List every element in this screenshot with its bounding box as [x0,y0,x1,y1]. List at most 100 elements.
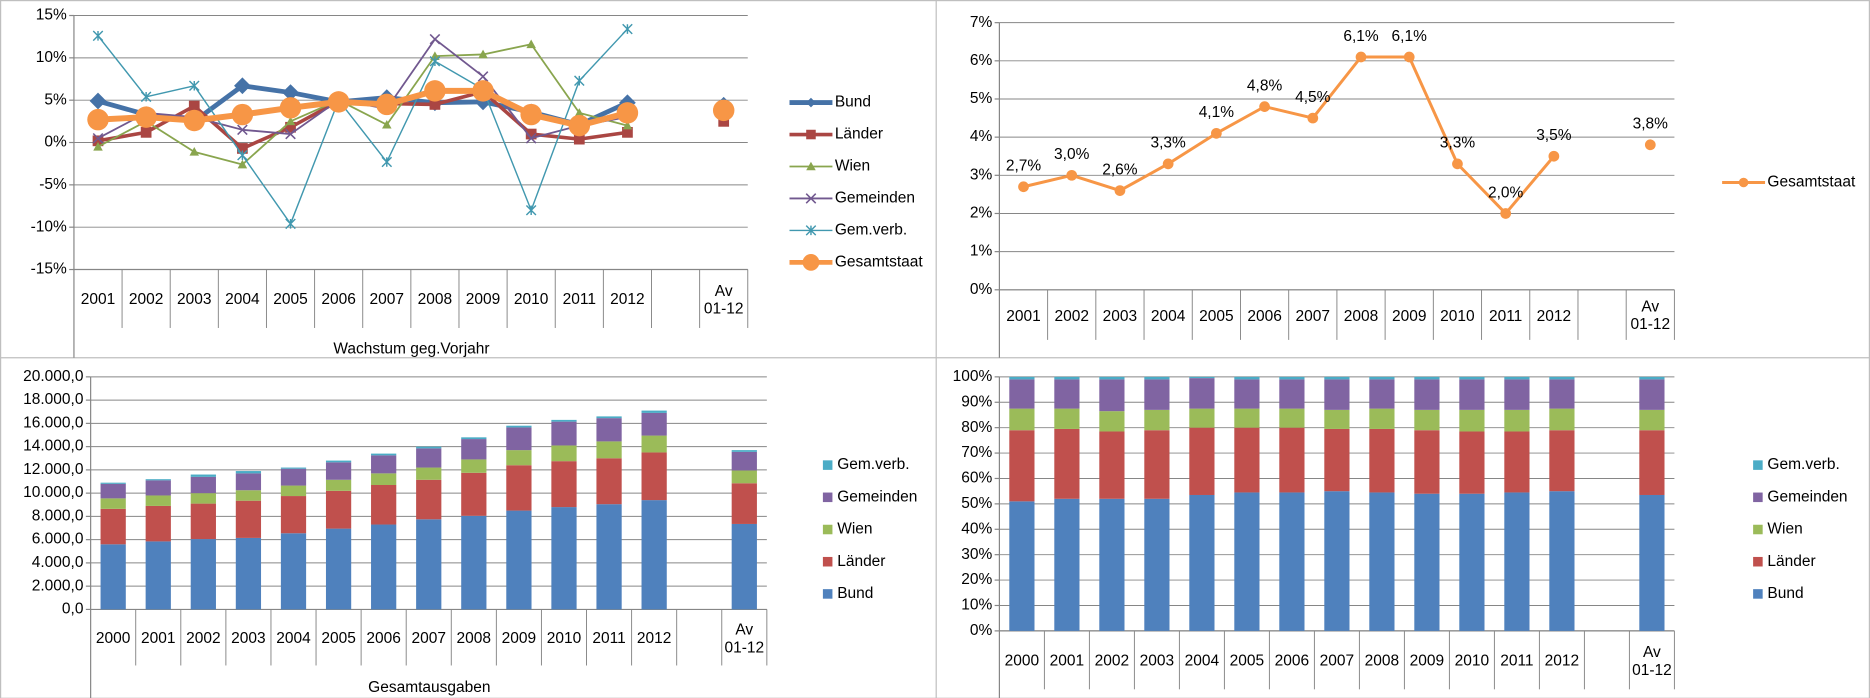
x-tick-label: 2008 [456,628,492,647]
x-tick-label: Av 01-12 [724,619,765,656]
bar-segment [1054,498,1080,631]
bar-segment [371,455,397,474]
bar-segment [1459,376,1485,380]
x-tick-label: Av 01-12 [1632,642,1672,678]
legend-swatch [822,556,833,567]
bar-segment [1369,376,1395,380]
bar-segment [235,500,262,538]
y-tick-label: 60% [961,470,992,487]
x-tick-label: 2004 [225,289,260,308]
marker [382,119,392,129]
x-tick-label: 2003 [1102,305,1138,324]
bar-segment [1009,408,1035,431]
bar-segment [461,515,487,610]
x-tick-label: 2011 [562,289,596,308]
bar-segment [596,458,622,505]
bar-segment [1369,428,1395,493]
bar-segment [596,441,622,459]
y-tick-label: 0% [44,134,67,151]
y-tick-label: 6% [970,52,993,69]
x-tick-label: 2003 [176,289,212,308]
bar-segment [1054,408,1080,429]
data-label: 2,6% [1102,161,1138,178]
bar-segment [1234,379,1260,409]
x-tick-label: 2000 [95,628,131,647]
legend-swatch [1753,460,1763,470]
bar-segment [280,533,307,610]
bar-segment [461,459,487,473]
marker [430,51,440,60]
bar-segment [1279,379,1305,409]
y-tick-label: 40% [961,520,992,537]
bar-segment [1144,498,1170,631]
x-tick-label: 2009 [1409,651,1445,670]
legend-label: Wien [835,158,870,175]
bar-segment [506,510,532,610]
x-tick-label: 2005 [321,628,356,647]
x-tick-label: 2012 [636,628,672,647]
bar-segment [1504,379,1530,410]
bar-segment [1459,379,1485,410]
bar-segment [1054,379,1080,409]
bar-segment [551,421,577,446]
bar-segment [280,485,307,497]
bar-segment [731,450,757,452]
x-tick-label: 2011 [592,628,626,647]
bar-segment [731,470,757,484]
bar-segment [100,482,126,484]
x-tick-label: 2009 [465,289,501,308]
x-tick-label: 2004 [276,628,311,647]
bar-segment [641,412,667,436]
legend-swatch [1753,556,1763,567]
marker [622,120,633,130]
bar-segment [1234,427,1260,493]
x-tick-label: 2007 [1319,651,1355,670]
y-tick-label: 18.000,0 [23,391,84,408]
marker [285,121,296,133]
bar-segment [731,483,757,524]
marker [1211,127,1222,139]
bar-segment [1369,379,1395,409]
y-tick-label: 0% [970,622,993,639]
bar-segment [1234,376,1260,380]
bar-segment [1144,409,1170,431]
bar-segment [1279,492,1305,631]
legend-swatch [1753,492,1763,503]
bar-segment [1324,376,1350,380]
x-tick-label: 2004 [1150,305,1186,324]
bar-segment [190,474,216,477]
bar-segment [1279,376,1305,380]
bar-segment [1144,376,1170,380]
data-label: 2,0% [1488,184,1524,201]
bar-segment [100,483,126,499]
y-tick-label: 0% [970,281,993,298]
bar-segment [1009,379,1035,409]
legend-label: Wien [837,521,872,538]
legend-swatch [1753,589,1763,599]
bar-segment [1054,376,1080,380]
bar-segment [1639,409,1665,431]
marker [279,97,302,119]
marker [1162,158,1174,170]
bar-segment [145,479,171,481]
x-tick-label: 2011 [1488,305,1523,324]
x-tick-label: 2004 [1184,651,1220,670]
bar-segment [280,468,307,486]
y-tick-label: 4% [970,128,993,145]
bar-segment [1009,501,1035,631]
y-tick-label: 5% [44,91,67,108]
y-tick-label: 3% [970,166,993,183]
bar-segment [325,460,352,463]
bar-segment [1009,430,1035,502]
marker [712,99,735,122]
bar-segment [1549,376,1575,380]
y-tick-label: 10.000,0 [23,484,84,501]
bar-segment [461,437,487,440]
bar-segment [145,495,171,506]
marker [189,147,200,156]
legend-label: Gesamtstaat [835,253,924,270]
x-tick-label: 2002 [1054,305,1089,324]
legend-swatch [1753,524,1763,535]
data-label: 6,1% [1343,28,1379,45]
bar-segment [461,472,487,516]
